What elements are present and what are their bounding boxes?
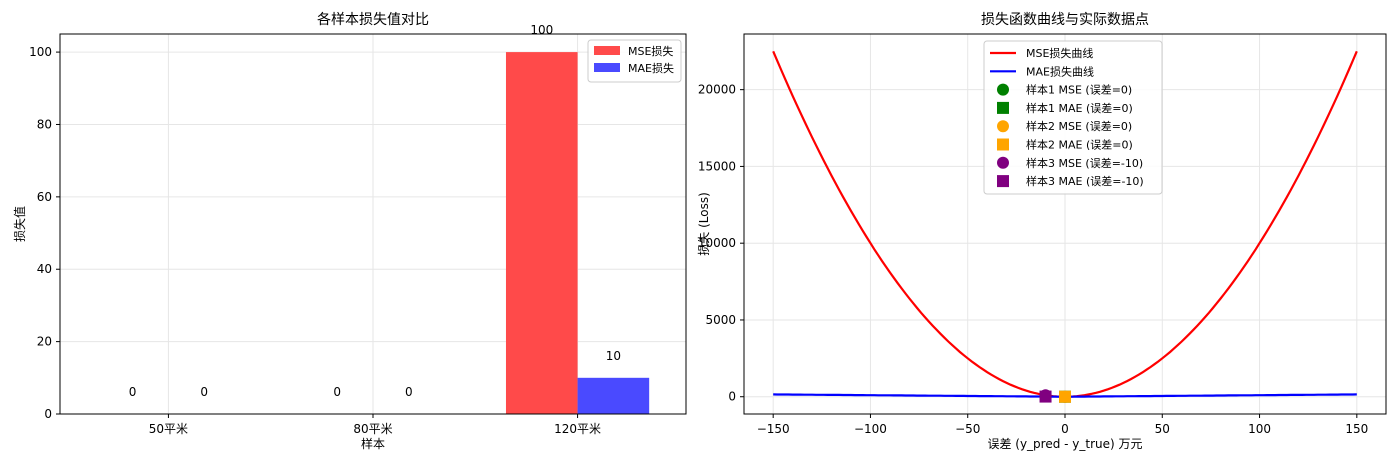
legend-swatch (997, 156, 1009, 169)
legend-label: MAE损失 (628, 61, 674, 75)
y-tick-label: 40 (37, 262, 52, 276)
bar (505, 52, 578, 414)
x-tick-label: −150 (757, 422, 790, 436)
x-axis-label: 样本 (361, 436, 385, 451)
legend-label: 样本1 MAE (误差=0) (1026, 101, 1133, 115)
legend-swatch (997, 138, 1009, 151)
x-tick-label: −50 (955, 422, 980, 436)
y-tick-label: 0 (728, 390, 736, 404)
x-tick-label: 120平米 (554, 422, 601, 436)
y-tick-label: 5000 (705, 313, 736, 327)
legend-swatch (997, 83, 1009, 96)
y-tick-label: 80 (37, 117, 52, 131)
y-tick-label: 100 (29, 45, 52, 59)
y-tick-label: 0 (44, 407, 52, 421)
chart-title: 各样本损失值对比 (317, 12, 429, 28)
legend-label: MSE损失 (628, 44, 673, 58)
y-tick-label: 10000 (698, 236, 736, 250)
legend-label: 样本3 MAE (误差=-10) (1026, 174, 1144, 188)
legend-swatch (594, 63, 620, 72)
x-tick-label: 150 (1345, 422, 1368, 436)
data-point-marker (1039, 390, 1052, 403)
legend-label: 样本2 MAE (误差=0) (1026, 138, 1133, 152)
legend-label: 样本1 MSE (误差=0) (1026, 83, 1132, 97)
y-tick-label: 20000 (698, 83, 736, 97)
y-tick-label: 20 (37, 335, 52, 349)
x-tick-label: 50平米 (149, 422, 188, 436)
x-tick-label: 50 (1155, 422, 1170, 436)
bar-value-label: 0 (129, 385, 137, 399)
legend-swatch (594, 46, 620, 55)
y-axis-label: 损失值 (12, 206, 27, 242)
legend-label: 样本2 MSE (误差=0) (1026, 119, 1132, 133)
loss-curve-chart: 0 5000 10000 15000 20000 −150 −100 −50 0 50 100 150… (696, 12, 1387, 451)
bar (577, 377, 650, 414)
chart-title: 损失函数曲线与实际数据点 (981, 12, 1149, 28)
bar-value-label: 10 (606, 349, 621, 363)
bar-value-label: 100 (530, 23, 553, 37)
legend: MSE损失 MAE损失 (587, 39, 682, 83)
x-tick-label: −100 (854, 422, 887, 436)
bar-value-label: 0 (333, 385, 341, 399)
y-axis-label: 损失 (Loss) (696, 192, 711, 256)
legend-label: 样本3 MSE (误差=-10) (1026, 156, 1143, 170)
data-point-marker (1059, 390, 1071, 403)
x-tick-label: 100 (1248, 422, 1271, 436)
x-tick-label: 80平米 (353, 422, 392, 436)
y-tick-label: 15000 (698, 159, 736, 173)
legend-label: MAE损失曲线 (1026, 64, 1094, 78)
x-axis-label: 误差 (y_pred - y_true) 万元 (987, 437, 1142, 451)
bar-value-label: 0 (405, 385, 413, 399)
legend-swatch (997, 101, 1009, 114)
x-tick-label: 0 (1061, 422, 1069, 436)
legend-swatch (997, 120, 1009, 133)
legend-label: MSE损失曲线 (1026, 46, 1093, 60)
legend-swatch (997, 175, 1009, 188)
bar-value-label: 0 (200, 385, 208, 399)
legend-box (983, 40, 1163, 195)
y-tick-label: 60 (37, 190, 52, 204)
